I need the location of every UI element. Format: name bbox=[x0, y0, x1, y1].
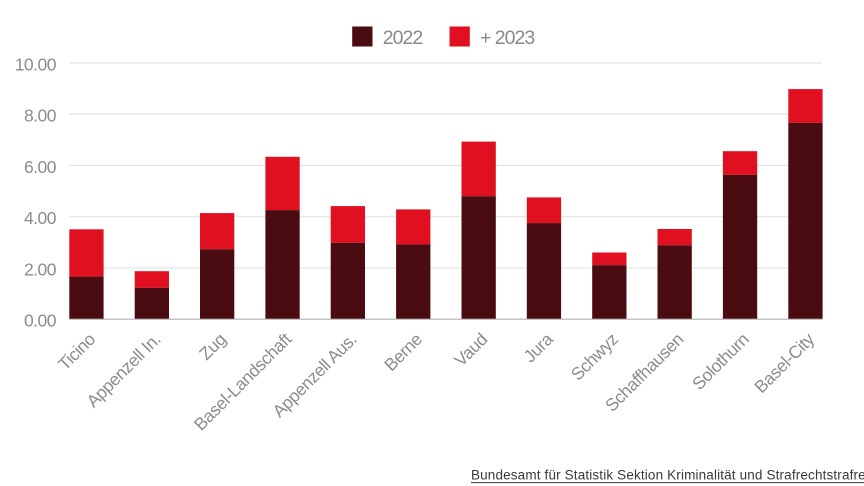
svg-text:Basel-City: Basel-City bbox=[750, 329, 818, 397]
svg-text:0.00: 0.00 bbox=[24, 311, 57, 331]
svg-text:Zug: Zug bbox=[195, 329, 230, 364]
svg-text:+ 2023: + 2023 bbox=[480, 27, 534, 49]
svg-text:4.00: 4.00 bbox=[24, 208, 57, 228]
svg-text:Schwyz: Schwyz bbox=[567, 329, 622, 384]
svg-text:Berne: Berne bbox=[380, 329, 426, 375]
svg-text:Solothurn: Solothurn bbox=[688, 329, 753, 394]
svg-text:6.00: 6.00 bbox=[24, 157, 57, 177]
svg-text:10.00: 10.00 bbox=[15, 54, 57, 74]
svg-text:2.00: 2.00 bbox=[24, 259, 57, 279]
svg-text:2022: 2022 bbox=[383, 27, 423, 49]
svg-text:Jura: Jura bbox=[520, 329, 558, 367]
svg-text:Ticino: Ticino bbox=[54, 329, 99, 374]
svg-text:Vaud: Vaud bbox=[450, 329, 491, 370]
svg-text:8.00: 8.00 bbox=[24, 106, 57, 126]
svg-text:Bundesamt für Statistik Sektio: Bundesamt für Statistik Sektion Kriminal… bbox=[471, 467, 864, 482]
